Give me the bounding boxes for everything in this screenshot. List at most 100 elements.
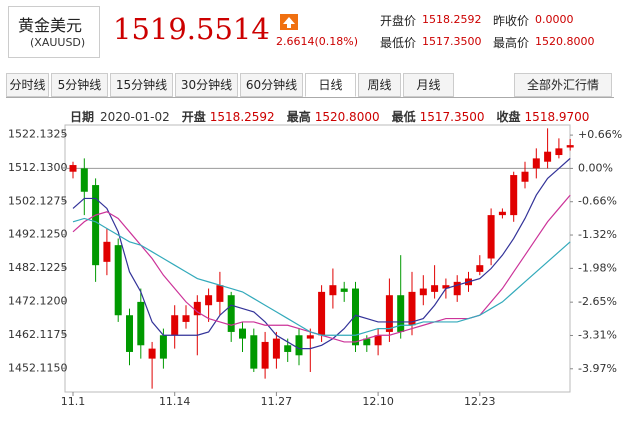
candle-body [159, 335, 167, 359]
candle-body [352, 288, 359, 346]
price: 1519.5514 [113, 12, 270, 46]
candle-body [171, 315, 179, 336]
period-tab[interactable]: 15分钟线 [110, 73, 173, 97]
candle-body [193, 301, 201, 316]
moving-average [72, 157, 571, 350]
period-tab[interactable]: 日线 [305, 73, 356, 97]
info-label: 日期 [70, 110, 95, 124]
y-tick-label: 1482.1225 [8, 261, 68, 274]
candle-body [385, 295, 393, 332]
period-tab[interactable]: 60分钟线 [240, 73, 303, 97]
x-tick-label: 12.23 [464, 395, 496, 408]
candle-body [80, 168, 88, 192]
field-label: 开盘价 [380, 14, 417, 28]
symbol-name: 黄金美元 [18, 16, 83, 35]
info-line: 日期 2020-01-02 开盘 1518.2592 最高 1520.8000 最低 1517… [70, 108, 589, 125]
info-label: 最高 [286, 110, 311, 124]
field-value: 1517.3500 [422, 35, 482, 48]
period-tabs: 分时线 5分钟线 15分钟线 30分钟线 60分钟线 日线 周线 月线 全部外汇行情 [6, 73, 614, 98]
candle-body [521, 171, 529, 182]
x-tick-label: 11.27 [261, 395, 293, 408]
x-tick-label: 11.14 [159, 395, 191, 408]
info-value: 1520.8000 [314, 110, 380, 124]
candle-body [532, 158, 540, 169]
candle-body [205, 295, 213, 306]
symbol-code: (XAUUSD) [30, 36, 86, 49]
candle-body [92, 185, 100, 266]
period-tab[interactable]: 5分钟线 [51, 73, 108, 97]
y2-tick-label: -3.31% [578, 328, 617, 341]
candle-body [239, 328, 246, 339]
period-tab[interactable]: 30分钟线 [175, 73, 238, 97]
y-tick-label: 1512.1300 [8, 161, 68, 174]
arrow-icon [283, 17, 295, 28]
candle-body [442, 285, 450, 289]
period-tab[interactable]: 周线 [358, 73, 401, 97]
y2-tick-label: -3.97% [578, 362, 617, 375]
x-tick-label: 12.10 [362, 395, 394, 408]
price-change: 2.6614(0.18%) [276, 35, 359, 48]
y-tick-label: 1452.1150 [8, 361, 68, 374]
candle-body [510, 175, 518, 216]
field-value: 0.0000 [535, 13, 574, 26]
candle-body [126, 315, 133, 352]
field-label: 最高价 [493, 36, 530, 50]
candle-body [103, 241, 111, 262]
info-value: 1518.2592 [209, 110, 275, 124]
candle-body [566, 145, 574, 148]
candle-body [306, 335, 314, 339]
y2-tick-label: -2.65% [578, 295, 617, 308]
candle-body [227, 295, 235, 332]
candle-body [295, 335, 303, 356]
y2-tick-label: +0.66% [578, 128, 622, 141]
period-tab[interactable]: 月线 [403, 73, 454, 97]
candle-body [114, 245, 122, 316]
candle-body [69, 165, 77, 172]
candle-body [408, 291, 416, 326]
y2-tick-label: -1.98% [578, 261, 617, 274]
y2-tick-label: 0.00% [578, 161, 613, 174]
candle-body [397, 295, 405, 332]
field-value: 1518.2592 [422, 13, 482, 26]
y-tick-label: 1522.1325 [8, 128, 68, 141]
x-tick-label: 11.1 [61, 395, 86, 408]
info-label: 开盘 [181, 110, 206, 124]
candle-body [329, 285, 337, 296]
candle-body [555, 148, 563, 156]
info-value: 2020-01-02 [100, 110, 170, 124]
candle-body [453, 281, 461, 296]
info-value: 1517.3500 [419, 110, 485, 124]
candle-body [182, 315, 190, 322]
candle-body [284, 345, 292, 352]
candle-body [148, 348, 156, 359]
period-tab[interactable]: 分时线 [6, 73, 49, 97]
candle-body [374, 335, 382, 346]
candle-body [137, 301, 145, 346]
info-value: 1518.9700 [524, 110, 590, 124]
up-arrow [280, 14, 298, 30]
candle-body [250, 335, 258, 369]
field-value: 1520.8000 [535, 35, 595, 48]
candle-body [431, 285, 439, 292]
info-label: 最低 [391, 110, 416, 124]
field-label: 昨收价 [493, 14, 530, 28]
plot-frame [64, 124, 571, 393]
symbol-box [8, 6, 100, 58]
candle-body [261, 341, 269, 369]
field-label: 最低价 [380, 36, 417, 50]
candle-body [318, 291, 326, 336]
all-forex-link[interactable]: 全部外汇行情 [514, 73, 612, 97]
candle-body [487, 215, 495, 259]
candle-body [272, 338, 280, 359]
candle-body [544, 151, 552, 162]
y-tick-label: 1502.1275 [8, 194, 68, 207]
candle-body [340, 288, 348, 292]
info-label: 收盘 [496, 110, 521, 124]
candle-body [498, 211, 506, 216]
candle-body [363, 338, 371, 346]
y-tick-label: 1492.1250 [8, 228, 68, 241]
y2-tick-label: -1.32% [578, 228, 617, 241]
y-tick-label: 1462.1175 [8, 328, 68, 341]
